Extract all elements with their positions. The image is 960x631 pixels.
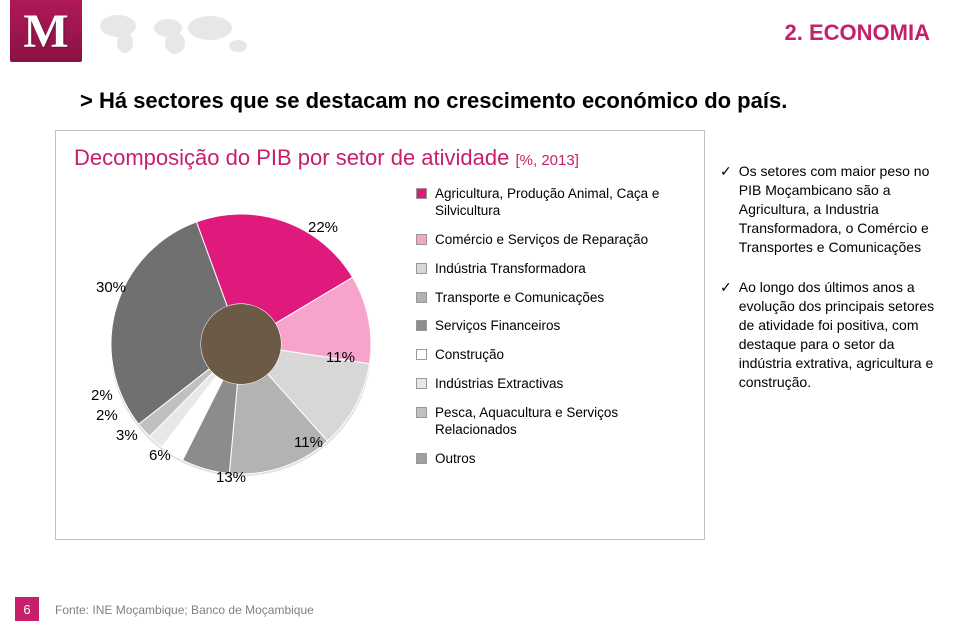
legend-swatch [416,188,427,199]
legend-item: Transporte e Comunicações [416,290,686,307]
legend-item: Serviços Financeiros [416,318,686,335]
pie-label: 2% [96,407,118,424]
bullet-item: ✓Os setores com maior peso no PIB Moçamb… [720,162,935,256]
legend-label: Indústrias Extractivas [435,376,563,393]
legend-swatch [416,453,427,464]
legend-label: Pesca, Aquacultura e Serviços Relacionad… [435,405,686,439]
legend-label: Agricultura, Produção Animal, Caça e Sil… [435,186,686,220]
pie-label: 11% [294,434,323,451]
pie-label: 11% [326,349,355,366]
legend-label: Transporte e Comunicações [435,290,604,307]
bullet-item: ✓Ao longo dos últimos anos a evolução do… [720,278,935,391]
chart-title: Decomposição do PIB por setor de ativida… [74,145,686,171]
pie-label: 3% [116,427,138,444]
legend-swatch [416,292,427,303]
pie-label: 30% [96,279,126,296]
world-map-icon [90,8,260,58]
legend-label: Construção [435,347,504,364]
legend-swatch [416,407,427,418]
page-number: 6 [15,597,39,621]
legend-item: Construção [416,347,686,364]
legend-item: Pesca, Aquacultura e Serviços Relacionad… [416,405,686,439]
legend-label: Indústria Transformadora [435,261,586,278]
source-text: Fonte: INE Moçambique; Banco de Moçambiq… [55,603,314,617]
chart-title-main: Decomposição do PIB por setor de ativida… [74,145,509,170]
logo-badge: M [10,0,82,62]
bullet-text: Os setores com maior peso no PIB Moçambi… [739,162,935,256]
chart-legend: Agricultura, Produção Animal, Caça e Sil… [416,186,686,480]
legend-swatch [416,320,427,331]
chart-panel: Decomposição do PIB por setor de ativida… [55,130,705,540]
legend-swatch [416,234,427,245]
pie-label: 13% [216,469,246,486]
section-title: 2. ECONOMIA [785,20,930,46]
legend-item: Indústria Transformadora [416,261,686,278]
legend-swatch [416,349,427,360]
legend-item: Indústrias Extractivas [416,376,686,393]
pie-label: 6% [149,447,171,464]
insight-bullets: ✓Os setores com maior peso no PIB Moçamb… [720,162,935,414]
header: M 2. ECONOMIA [0,0,960,70]
legend-swatch [416,263,427,274]
legend-item: Comércio e Serviços de Reparação [416,232,686,249]
page-subtitle: > Há sectores que se destacam no crescim… [80,88,787,114]
chart-title-suffix: [%, 2013] [515,152,578,169]
legend-item: Outros [416,451,686,468]
legend-item: Agricultura, Produção Animal, Caça e Sil… [416,186,686,220]
pie-chart: 22% 11% 11% 13% 6% 3% 2% 2% 30% [76,179,406,509]
check-icon: ✓ [720,162,732,256]
legend-swatch [416,378,427,389]
check-icon: ✓ [720,278,732,391]
bullet-text: Ao longo dos últimos anos a evolução dos… [739,278,935,391]
logo-letter: M [23,4,68,59]
footer: 6 Fonte: INE Moçambique; Banco de Moçamb… [0,595,960,623]
legend-label: Outros [435,451,476,468]
pie-label: 22% [308,219,338,236]
legend-label: Comércio e Serviços de Reparação [435,232,648,249]
pie-label: 2% [91,387,113,404]
legend-label: Serviços Financeiros [435,318,560,335]
